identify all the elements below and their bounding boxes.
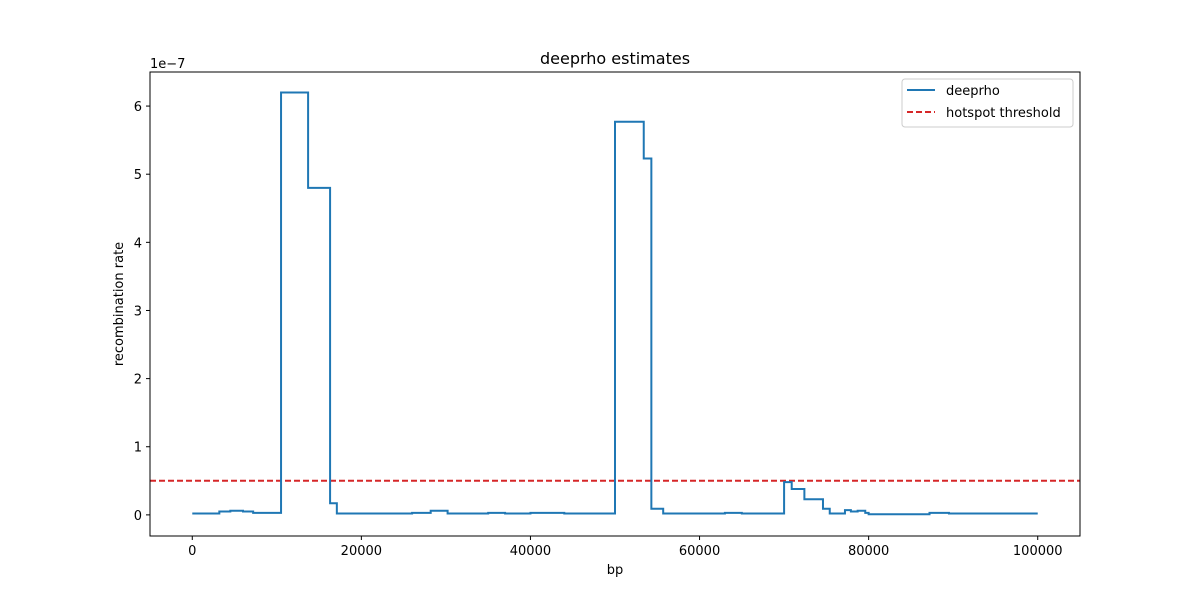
legend-box	[901, 78, 1074, 128]
x-axis-label: bp	[607, 563, 624, 578]
y-tick-label: 6	[134, 100, 142, 115]
y-axis-ticks: 0 1 2 3 4 5 6	[134, 100, 150, 524]
legend: deeprho hotspot threshold	[901, 78, 1074, 128]
x-tick-label: 20000	[341, 544, 382, 559]
x-tick-label: 0	[188, 544, 196, 559]
deeprho-series-line	[192, 91, 1038, 516]
y-tick-label: 4	[134, 236, 142, 251]
x-tick-label: 60000	[679, 544, 720, 559]
x-tick-label: 40000	[510, 544, 551, 559]
chart-title: deeprho estimates	[540, 49, 690, 68]
y-tick-label: 0	[134, 509, 142, 524]
legend-deeprho-label: deeprho	[946, 84, 1000, 99]
x-axis-ticks: 0 20000 40000 60000 80000 100000	[188, 536, 1063, 559]
y-axis-label: recombination rate	[112, 242, 127, 366]
legend-threshold-label: hotspot threshold	[946, 106, 1061, 121]
plot-frame	[149, 71, 1081, 537]
y-tick-label: 5	[134, 168, 142, 183]
y-tick-label: 3	[134, 304, 142, 319]
y-tick-label: 1	[134, 441, 142, 456]
plot-area	[150, 91, 1080, 516]
x-tick-label: 100000	[1013, 544, 1063, 559]
x-tick-label: 80000	[848, 544, 889, 559]
y-tick-label: 2	[134, 373, 142, 388]
y-offset-label: 1e−7	[150, 57, 185, 72]
